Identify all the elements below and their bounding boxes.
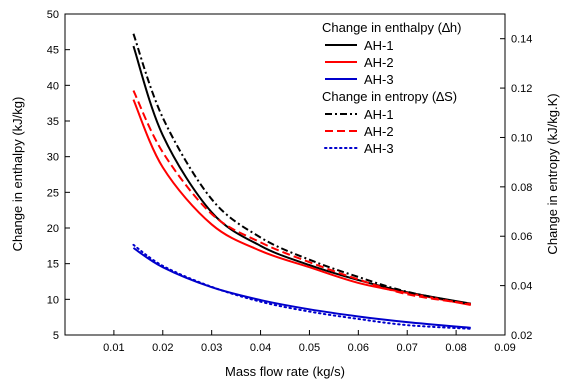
legend-group-title: Change in entropy (∆S) xyxy=(322,89,457,104)
y-tick-label: 30 xyxy=(47,152,59,164)
y-tick-label: 50 xyxy=(47,9,59,21)
x-tick-label: 0.07 xyxy=(397,342,418,354)
y2-tick-label: 0.06 xyxy=(511,231,532,243)
x-tick-label: 0.02 xyxy=(152,342,173,354)
legend-entry-label: AH-1 xyxy=(364,107,394,122)
x-tick-label: 0.03 xyxy=(201,342,222,354)
y2-tick-label: 0.04 xyxy=(511,281,532,293)
series-enthalpy-ah-3-line xyxy=(132,247,471,329)
series-entropy-ah-3-line xyxy=(132,243,472,330)
y-tick-label: 5 xyxy=(53,330,59,342)
x-axis-title: Mass flow rate (kg/s) xyxy=(225,364,345,379)
legend-entry-label: AH-3 xyxy=(364,72,394,87)
y-tick-label: 45 xyxy=(47,45,59,57)
y-tick-label: 20 xyxy=(47,223,59,235)
legend: Change in enthalpy (∆h) AH-1 AH-2 AH-3 Chang… xyxy=(322,20,461,156)
y-tick-label: 10 xyxy=(47,294,59,306)
legend-entry-label: AH-2 xyxy=(364,55,394,70)
x-tick-label: 0.09 xyxy=(494,342,515,354)
ticks-layer: 0.01 0.02 0.03 0.04 0.05 0.06 0.07 0.08 0.09 5 10 1… xyxy=(47,9,533,354)
y-tick-label: 35 xyxy=(47,116,59,128)
series-enthalpy-ah-2-line xyxy=(132,99,471,307)
legend-entry-label: AH-1 xyxy=(364,38,394,53)
y2-tick-label: 0.12 xyxy=(511,83,532,95)
series-layer xyxy=(132,33,472,330)
legend-group-title: Change in enthalpy (∆h) xyxy=(322,20,461,35)
y-tick-label: 40 xyxy=(47,80,59,92)
y2-tick-label: 0.14 xyxy=(511,34,532,46)
x-tick-label: 0.05 xyxy=(299,342,320,354)
legend-entry-label: AH-3 xyxy=(364,141,394,156)
plot-frame xyxy=(64,13,506,336)
y-axis-title: Change in enthalpy (kJ/kg) xyxy=(10,97,25,252)
y-tick-label: 15 xyxy=(47,259,59,271)
y2-tick-label: 0.08 xyxy=(511,182,532,194)
y2-axis-title: Change in entropy (kJ/kg.K) xyxy=(545,93,560,254)
y2-tick-label: 0.02 xyxy=(511,330,532,342)
y2-tick-label: 0.10 xyxy=(511,132,532,144)
x-tick-label: 0.06 xyxy=(348,342,369,354)
x-tick-label: 0.08 xyxy=(445,342,466,354)
legend-entry-label: AH-2 xyxy=(364,124,394,139)
x-tick-label: 0.01 xyxy=(103,342,124,354)
x-tick-label: 0.04 xyxy=(250,342,271,354)
y-tick-label: 25 xyxy=(47,187,59,199)
